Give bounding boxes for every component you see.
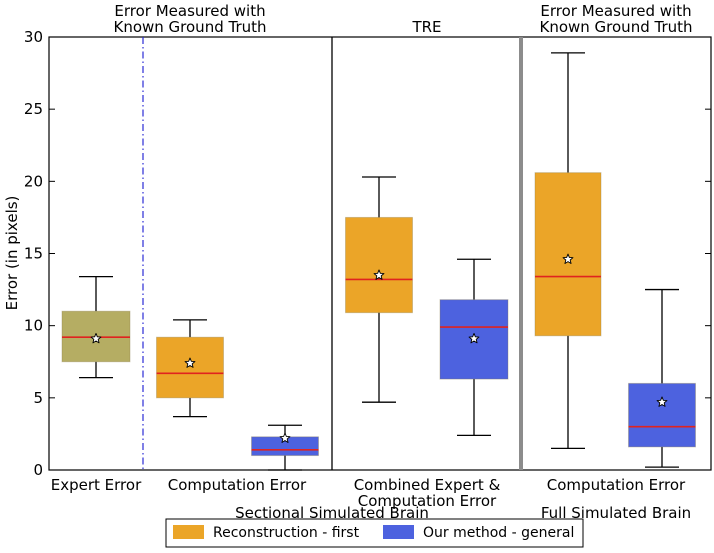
box-7 bbox=[628, 288, 696, 468]
y-tick-label: 10 bbox=[24, 317, 43, 335]
plot-frame bbox=[48, 36, 712, 471]
y-tick-label: 30 bbox=[24, 28, 43, 46]
y-tick-label: 25 bbox=[24, 100, 43, 118]
box-1 bbox=[61, 275, 131, 379]
group-label: Sectional Simulated Brain bbox=[235, 504, 429, 522]
y-tick-label: 5 bbox=[33, 389, 43, 407]
y-tick-label: 20 bbox=[24, 172, 43, 190]
box-4 bbox=[345, 176, 413, 403]
legend: Reconstruction - first Our method - gener… bbox=[165, 518, 584, 548]
box-3 bbox=[251, 424, 319, 471]
category-label: Combined Expert & bbox=[354, 476, 501, 494]
box-body bbox=[628, 382, 696, 448]
box-body bbox=[345, 216, 413, 314]
legend-swatch bbox=[173, 525, 204, 539]
legend-label: Our method - general bbox=[423, 525, 574, 541]
category-label: Computation Error bbox=[168, 476, 307, 494]
plot-marks bbox=[61, 52, 696, 471]
section-title: TRE bbox=[411, 18, 441, 36]
group-label: Full Simulated Brain bbox=[541, 504, 691, 522]
chart-text: 0 5 10 15 20 25 30 Error (in pixels) Error Measu… bbox=[3, 2, 693, 522]
category-label: Computation Error bbox=[358, 492, 497, 510]
box-body bbox=[156, 336, 224, 399]
section-title: Known Ground Truth bbox=[539, 18, 692, 36]
y-tick-label: 0 bbox=[33, 461, 43, 479]
section-title: Known Ground Truth bbox=[113, 18, 266, 36]
legend-label: Reconstruction - first bbox=[213, 525, 360, 541]
category-label: Expert Error bbox=[51, 476, 142, 494]
legend-swatch bbox=[383, 525, 414, 539]
mean-marker bbox=[656, 396, 668, 407]
section-title: Error Measured with bbox=[114, 2, 265, 20]
y-axis-title: Error (in pixels) bbox=[3, 196, 21, 311]
box-2 bbox=[156, 319, 224, 418]
mean-marker bbox=[184, 357, 196, 368]
y-tick-label: 15 bbox=[24, 245, 43, 263]
category-label: Computation Error bbox=[547, 476, 686, 494]
section-title: Error Measured with bbox=[540, 2, 691, 20]
legend-box bbox=[165, 518, 584, 548]
mean-marker bbox=[562, 253, 574, 264]
mean-marker bbox=[468, 333, 480, 344]
box-6 bbox=[534, 52, 602, 450]
mean-marker bbox=[279, 432, 291, 443]
mean-marker bbox=[373, 269, 385, 280]
box-5 bbox=[439, 258, 509, 437]
mean-marker bbox=[90, 333, 102, 344]
